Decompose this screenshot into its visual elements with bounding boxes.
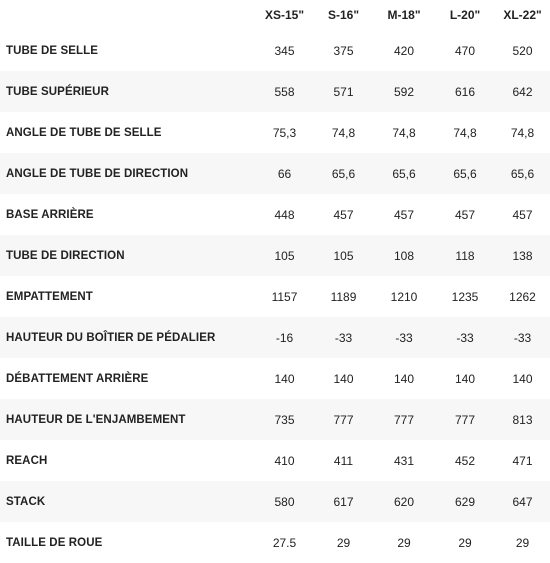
table-row: HAUTEUR DE L'ENJAMBEMENT 735 777 777 777 813 [0, 399, 550, 440]
table-row: HAUTEUR DU BOÎTIER DE PÉDALIER -16 -33 -33 -… [0, 317, 550, 358]
value-cell-l: 629 [454, 494, 476, 509]
row-label: ANGLE DE TUBE DE SELLE [6, 126, 162, 139]
header-row: XS-15" S-16" M-18" L-20" XL-22" [0, 0, 550, 30]
table-row: ANGLE DE TUBE DE SELLE 75,3 74,8 74,8 74,8 74… [0, 112, 550, 153]
value-cell-s: 375 [333, 43, 354, 58]
value-cell-m: 420 [393, 43, 415, 58]
value-cell-xs: 140 [274, 371, 295, 386]
table-row: STACK 580 617 620 629 647 [0, 481, 550, 522]
table-row: ANGLE DE TUBE DE DIRECTION 66 65,6 65,6 65,6… [0, 153, 550, 194]
value-cell-l: 74,8 [453, 125, 477, 140]
value-cell-xl: 65,6 [510, 166, 535, 181]
header-size-xs: XS-15" [264, 8, 305, 22]
table-row: TUBE DE SELLE 345 375 420 470 520 [0, 30, 550, 71]
value-cell-xl: 74,8 [510, 125, 535, 140]
value-cell-m: 74,8 [392, 125, 416, 140]
value-cell-xs: 345 [274, 43, 295, 58]
value-cell-xs: 1157 [271, 289, 298, 304]
value-cell-s: 777 [333, 412, 354, 427]
value-cell-xl: 647 [512, 494, 533, 509]
value-cell-s: -33 [334, 330, 353, 345]
value-cell-l: 470 [454, 43, 476, 58]
value-cell-xl: 140 [512, 371, 533, 386]
value-cell-xs: 735 [274, 412, 295, 427]
table-row: EMPATTEMENT 1157 1189 1210 1235 1262 [0, 276, 550, 317]
header-label-cell [0, 0, 255, 30]
value-cell-s: 457 [333, 207, 354, 222]
value-cell-s: 140 [333, 371, 354, 386]
value-cell-l: 140 [454, 371, 476, 386]
value-cell-xl: 457 [512, 207, 533, 222]
value-cell-m: 1210 [390, 289, 418, 304]
value-cell-m: 777 [393, 412, 415, 427]
table-row: TUBE DE DIRECTION 105 105 108 118 138 [0, 235, 550, 276]
value-cell-l: 1235 [451, 289, 479, 304]
table-row: REACH 410 411 431 452 471 [0, 440, 550, 481]
value-cell-xl: 813 [512, 412, 533, 427]
value-cell-xl: 642 [512, 84, 533, 99]
value-cell-l: 777 [454, 412, 476, 427]
value-cell-l: -33 [456, 330, 474, 345]
value-cell-m: 592 [393, 84, 415, 99]
value-cell-m: 108 [393, 248, 415, 263]
value-cell-xl: 29 [515, 535, 530, 550]
row-label: REACH [6, 454, 48, 467]
value-cell-s: 74,8 [331, 125, 356, 140]
value-cell-m: 140 [393, 371, 415, 386]
row-label: EMPATTEMENT [6, 290, 93, 303]
value-cell-xl: 471 [512, 453, 533, 468]
row-label: HAUTEUR DE L'ENJAMBEMENT [6, 413, 186, 426]
row-label: TUBE DE DIRECTION [6, 249, 125, 262]
header-size-l: L-20" [449, 8, 481, 22]
value-cell-m: 29 [397, 535, 411, 550]
row-label: TUBE SUPÉRIEUR [6, 85, 109, 98]
value-cell-m: 431 [393, 453, 415, 468]
value-cell-xs: 105 [274, 248, 295, 263]
value-cell-s: 571 [333, 84, 354, 99]
header-size-xl: XL-22" [503, 8, 542, 22]
value-cell-s: 1189 [330, 289, 357, 304]
value-cell-l: 65,6 [453, 166, 477, 181]
value-cell-xs: 75,3 [272, 125, 297, 140]
table-row: TAILLE DE ROUE 27.5 29 29 29 29 [0, 522, 550, 563]
value-cell-xs: 410 [274, 453, 295, 468]
value-cell-xl: -33 [513, 330, 532, 345]
row-label: TUBE DE SELLE [6, 44, 99, 57]
table-row: TUBE SUPÉRIEUR 558 571 592 616 642 [0, 71, 550, 112]
value-cell-xs: -16 [275, 330, 294, 345]
value-cell-m: 65,6 [392, 166, 416, 181]
value-cell-l: 118 [455, 248, 475, 263]
value-cell-l: 452 [454, 453, 476, 468]
value-cell-xs: 580 [274, 494, 295, 509]
value-cell-l: 616 [454, 84, 476, 99]
row-label: TAILLE DE ROUE [6, 536, 103, 549]
value-cell-xs: 558 [274, 84, 295, 99]
row-label: STACK [6, 495, 46, 508]
row-label: ANGLE DE TUBE DE DIRECTION [6, 167, 189, 180]
row-label: DÉBATTEMENT ARRIÈRE [6, 372, 149, 385]
value-cell-xs: 27.5 [272, 535, 297, 550]
value-cell-xl: 1262 [509, 289, 536, 304]
table-row: BASE ARRIÈRE 448 457 457 457 457 [0, 194, 550, 235]
row-label: HAUTEUR DU BOÎTIER DE PÉDALIER [6, 331, 216, 344]
header-size-s: S-16" [327, 8, 360, 22]
value-cell-xs: 448 [274, 207, 295, 222]
value-cell-s: 29 [336, 535, 351, 550]
value-cell-m: -33 [395, 330, 413, 345]
value-cell-xs: 66 [277, 166, 292, 181]
value-cell-xl: 138 [512, 248, 533, 263]
value-cell-s: 617 [333, 494, 354, 509]
value-cell-m: 457 [393, 207, 415, 222]
value-cell-s: 65,6 [331, 166, 356, 181]
value-cell-s: 105 [333, 248, 354, 263]
row-label: BASE ARRIÈRE [6, 208, 94, 221]
header-size-m: M-18" [387, 8, 421, 22]
value-cell-l: 29 [458, 535, 472, 550]
value-cell-s: 411 [333, 453, 354, 468]
table-row: DÉBATTEMENT ARRIÈRE 140 140 140 140 140 [0, 358, 550, 399]
value-cell-l: 457 [454, 207, 476, 222]
value-cell-m: 620 [393, 494, 415, 509]
value-cell-xl: 520 [512, 43, 533, 58]
